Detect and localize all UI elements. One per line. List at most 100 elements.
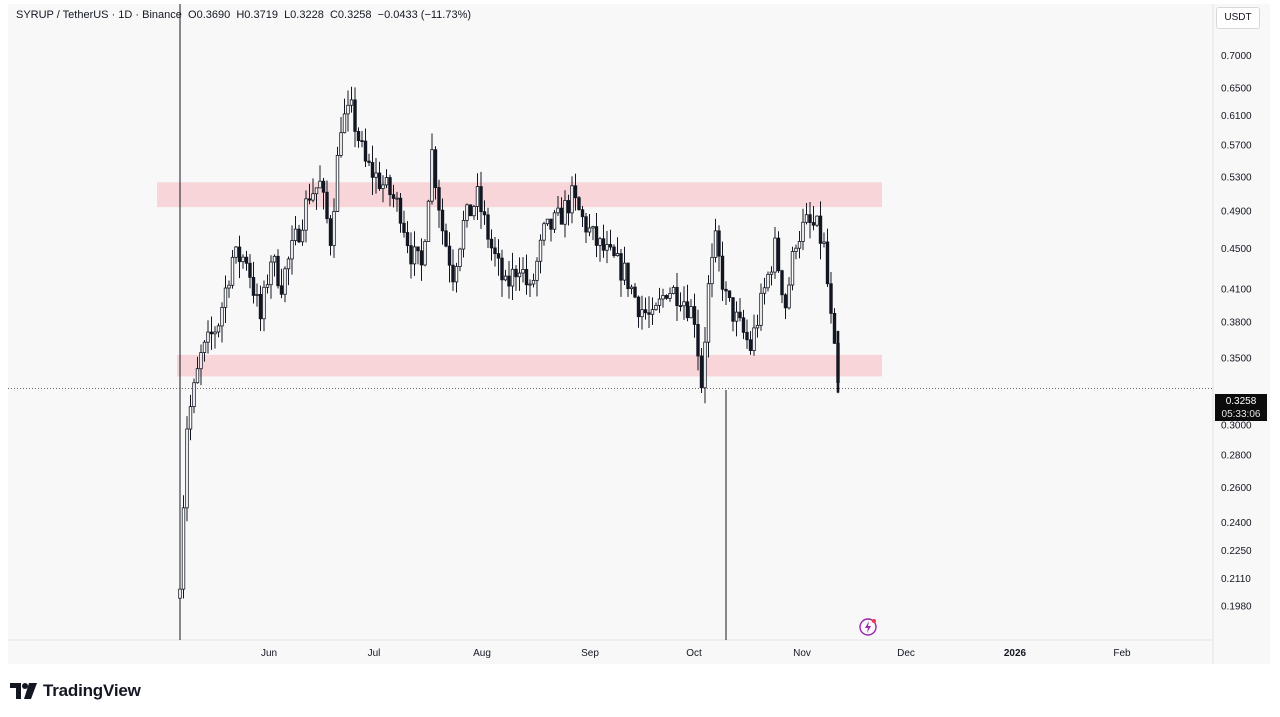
candle-body xyxy=(822,241,826,244)
candle-body xyxy=(265,284,270,288)
high-value: H0.3719 xyxy=(236,9,278,21)
time-tick-label: Jul xyxy=(368,648,381,659)
time-tick-label: Sep xyxy=(581,648,599,659)
time-tick-label: Dec xyxy=(897,648,915,659)
candle-body xyxy=(437,187,441,211)
candle-body xyxy=(699,355,704,389)
candle-body xyxy=(605,244,609,251)
time-tick-label: 2026 xyxy=(1004,648,1027,659)
candle-body xyxy=(759,292,763,326)
candle-body xyxy=(451,264,455,283)
candle-body xyxy=(731,297,735,322)
symbol-legend: SYRUP / TetherUS · 1D · Binance O0.3690 … xyxy=(16,9,471,21)
candle-body xyxy=(755,324,760,329)
candle-body xyxy=(531,279,536,285)
candle-body xyxy=(325,191,329,220)
candle-body xyxy=(696,324,700,357)
price-tick-label: 0.3000 xyxy=(1221,421,1252,432)
candle-body xyxy=(738,311,742,319)
candle-body xyxy=(787,284,791,309)
candle-body xyxy=(454,266,459,283)
candle-body xyxy=(440,209,445,232)
candle-body xyxy=(241,256,245,263)
candle-body xyxy=(713,230,718,258)
candle-body xyxy=(444,230,448,247)
lightning-icon[interactable] xyxy=(858,617,878,637)
price-tick-label: 0.4500 xyxy=(1221,244,1252,255)
candle-body xyxy=(503,275,508,281)
price-tick-label: 0.1980 xyxy=(1221,602,1252,613)
candle-body xyxy=(185,428,189,509)
candle-body xyxy=(269,261,273,286)
candle-body xyxy=(748,339,753,351)
candle-body xyxy=(370,162,375,178)
low-value: L0.3228 xyxy=(284,9,324,21)
change-value: −0.0433 (−11.73%) xyxy=(377,9,472,21)
candle-body xyxy=(367,160,371,163)
candle-body xyxy=(234,246,238,258)
candle-body xyxy=(766,273,770,289)
candle-body xyxy=(465,204,469,221)
candle-body xyxy=(741,317,746,333)
candle-body xyxy=(206,331,210,343)
tradingview-logo[interactable]: TradingView xyxy=(10,680,141,702)
candle-body xyxy=(692,306,697,325)
candle-body xyxy=(248,262,252,278)
candle-body xyxy=(801,221,805,242)
candle-body xyxy=(311,193,315,201)
candle-body xyxy=(640,309,644,318)
candle-body xyxy=(279,285,284,295)
candle-body xyxy=(199,352,203,370)
candle-body xyxy=(426,200,431,242)
candle-body xyxy=(286,258,291,270)
candle-body xyxy=(524,269,529,286)
candle-body xyxy=(202,341,207,353)
candle-body xyxy=(794,247,798,252)
candle-body xyxy=(328,218,333,246)
candle-body xyxy=(797,241,802,249)
candle-body xyxy=(447,245,452,266)
price-tick-label: 0.5700 xyxy=(1221,141,1252,152)
candle-body xyxy=(181,507,186,590)
candle-body xyxy=(237,246,242,263)
candle-body xyxy=(402,222,406,233)
candle-body xyxy=(517,272,522,278)
currency-selector[interactable]: USDT xyxy=(1216,7,1260,29)
candle-body xyxy=(545,218,550,225)
candle-body xyxy=(479,186,483,213)
candle-body xyxy=(262,286,266,320)
candle-body xyxy=(318,180,322,189)
candle-body xyxy=(195,368,200,384)
candle-body xyxy=(335,155,340,212)
candle-body xyxy=(290,240,294,260)
candle-body xyxy=(612,246,616,257)
candle-body xyxy=(577,197,581,211)
candle-body xyxy=(293,228,298,241)
candle-body xyxy=(433,149,438,188)
candle-body xyxy=(510,268,515,287)
symbol-label[interactable]: SYRUP / TetherUS · 1D · Binance xyxy=(16,9,182,21)
time-tick-label: Aug xyxy=(473,648,491,659)
candle-body xyxy=(472,206,476,217)
candle-body xyxy=(633,286,637,298)
price-tick-label: 0.4900 xyxy=(1221,207,1252,218)
candle-body xyxy=(629,286,634,290)
candle-body xyxy=(643,309,648,314)
price-tick-label: 0.2400 xyxy=(1221,518,1252,529)
candle-body xyxy=(720,255,725,290)
candle-body xyxy=(283,268,287,295)
price-tick-label: 0.4100 xyxy=(1221,284,1252,295)
open-value: O0.3690 xyxy=(188,9,231,21)
candle-body xyxy=(710,256,714,285)
candle-body xyxy=(482,211,487,216)
close-value: C0.3258 xyxy=(329,9,372,21)
candle-body xyxy=(829,283,833,314)
candle-body xyxy=(416,246,420,252)
candle-body xyxy=(703,341,707,389)
candle-body xyxy=(276,255,280,287)
candle-body xyxy=(598,238,602,246)
candle-body xyxy=(430,149,434,202)
candle-body xyxy=(384,177,389,186)
candle-body xyxy=(647,312,651,315)
